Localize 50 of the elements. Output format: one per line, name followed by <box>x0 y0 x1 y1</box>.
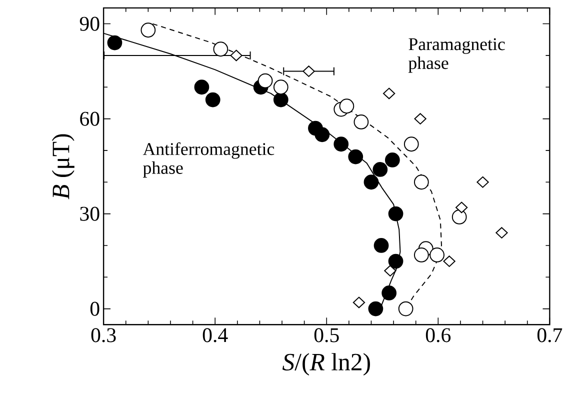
point <box>140 22 156 38</box>
point <box>384 152 400 168</box>
point <box>452 209 467 224</box>
point <box>107 35 122 50</box>
x-tick-label: 0.6 <box>426 328 451 342</box>
annotation: Antiferromagnetic phase <box>142 142 274 178</box>
x-tick-label: 0.4 <box>202 328 228 342</box>
point <box>368 301 384 316</box>
x-tick-label: 0.5 <box>314 328 339 342</box>
point <box>383 88 396 100</box>
point <box>388 254 404 269</box>
y-tick-label: 60 <box>80 112 100 126</box>
point <box>382 285 397 300</box>
point <box>273 92 288 108</box>
point <box>334 136 349 152</box>
point <box>443 255 456 267</box>
point <box>354 114 369 130</box>
point <box>496 226 508 238</box>
point <box>388 206 404 222</box>
point <box>258 73 273 88</box>
point <box>205 92 220 108</box>
point <box>339 98 354 114</box>
annotation: Paramagnetic phase <box>408 38 505 73</box>
point <box>374 238 389 253</box>
y-tick-label: 30 <box>80 206 100 221</box>
point <box>230 50 242 62</box>
point <box>372 162 388 177</box>
point <box>414 174 429 190</box>
point <box>348 149 364 164</box>
point <box>352 296 366 308</box>
point <box>213 42 228 56</box>
point <box>414 112 426 124</box>
point <box>398 301 414 316</box>
point <box>455 202 468 214</box>
y-tick-label: 0 <box>90 302 100 316</box>
point <box>414 247 429 262</box>
y-axis-title: B (μT) <box>52 134 74 200</box>
point <box>476 176 489 188</box>
x-tick-label: 0.7 <box>537 328 562 342</box>
x-axis-title: S/(R ln2) <box>282 352 370 376</box>
point <box>302 65 315 77</box>
point <box>273 80 288 94</box>
point <box>364 174 379 190</box>
point <box>430 247 444 262</box>
x-tick-label: 0.3 <box>91 328 116 342</box>
point <box>384 264 396 276</box>
point <box>404 136 419 152</box>
point <box>314 127 330 142</box>
y-tick-label: 90 <box>80 16 100 31</box>
point <box>194 80 210 94</box>
